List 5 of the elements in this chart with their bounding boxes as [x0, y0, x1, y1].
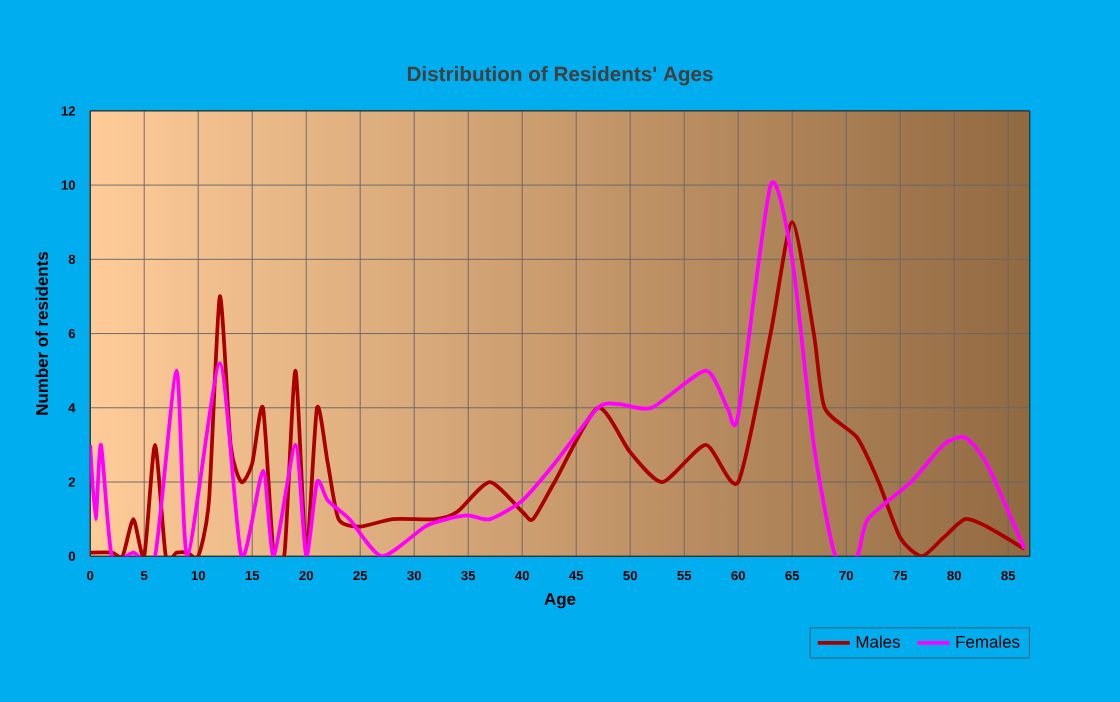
legend-label: Males — [856, 634, 900, 648]
x-axis-title: Age — [544, 592, 576, 608]
chart-title: Distribution of Residents' Ages — [407, 65, 713, 86]
legend-label: Females — [956, 634, 1020, 648]
y-axis-title: Number of residents — [35, 251, 49, 415]
